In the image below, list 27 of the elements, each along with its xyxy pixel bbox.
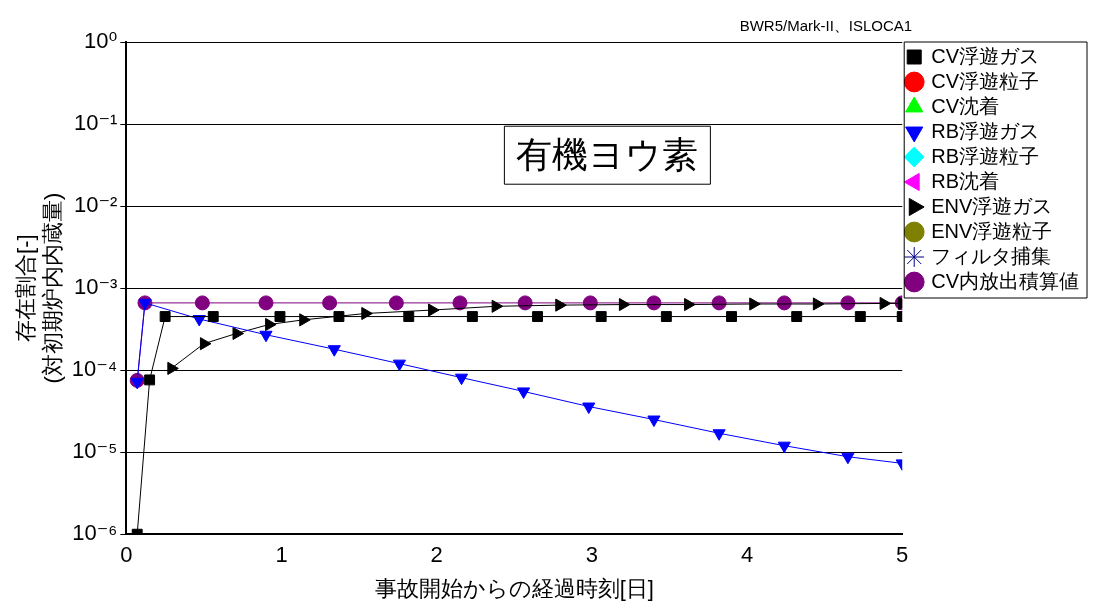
text: BWR5/Mark-II、ISLOCA1 [739, 16, 913, 34]
legend-label: CV内放出積算値 [931, 269, 1080, 292]
x-axis-title: 事故開始からの経過時刻[日] [374, 575, 654, 601]
x-tick-label: 0 [120, 542, 133, 568]
legend-label: CV浮遊粒子 [931, 69, 1040, 92]
legend-label: ENV浮遊粒子 [931, 219, 1053, 242]
y-tick-label: 10⁻⁴ [71, 356, 118, 382]
legend-label: RB浮遊粒子 [931, 144, 1040, 167]
annotation: 有機ヨウ素 [516, 134, 699, 176]
x-tick-label: 4 [740, 542, 754, 568]
x-tick-label: 3 [585, 542, 598, 568]
x-tick-label: 2 [430, 542, 443, 568]
legend-label: CV沈着 [931, 94, 1000, 117]
y-tick-label: 10⁻⁵ [72, 438, 118, 464]
legend-label: ENV浮遊ガス [931, 194, 1053, 217]
legend-label: RB浮遊ガス [931, 119, 1040, 142]
y-tick-label: 10⁻³ [73, 274, 118, 300]
x-tick-label: 1 [275, 542, 288, 568]
y-tick-label: 10⁻¹ [73, 110, 118, 136]
y-tick-label: 10⁻⁶ [72, 520, 118, 546]
y-tick-label: 10⁻² [73, 192, 118, 218]
y-tick-label: 10⁰ [84, 28, 118, 54]
y-axis-title: 存在割合[-] (対初期炉内内蔵量) [13, 192, 65, 384]
x-tick-label: 5 [896, 542, 909, 568]
legend-label: CV浮遊ガス [931, 44, 1040, 67]
legend-label: RB沈着 [931, 169, 1000, 192]
legend-label: フィルタ捕集 [931, 244, 1052, 267]
